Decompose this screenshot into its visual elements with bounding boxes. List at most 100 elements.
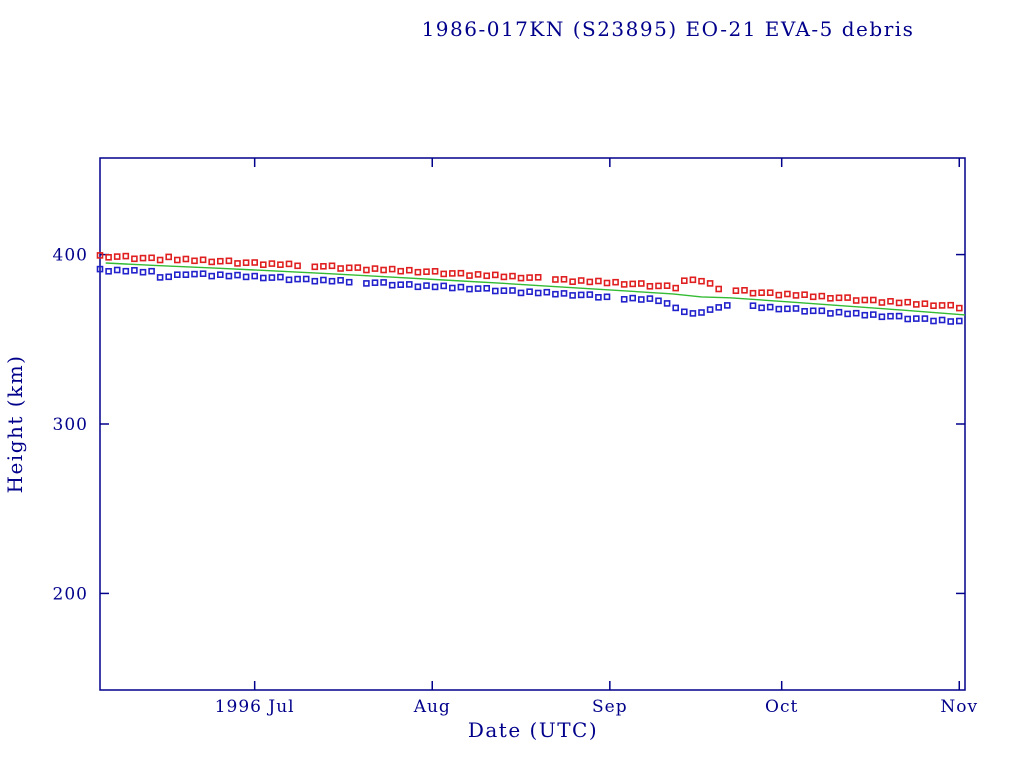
blue-squares-lower-point [474,285,482,292]
blue-squares-lower-point [680,308,688,316]
red-squares-upper-point [165,253,172,261]
red-squares-upper-point [655,282,662,290]
red-squares-upper-point [852,297,860,304]
red-squares-upper-point [706,280,714,287]
red-squares-upper-point [259,261,267,269]
blue-squares-lower-point [345,278,353,286]
blue-squares-lower-point [182,271,190,279]
blue-squares-lower-point [543,288,551,296]
red-squares-upper-point [552,276,559,283]
red-squares-upper-point [466,272,473,279]
chart-title: 1986-017KN (S23895) EO-21 EVA-5 debris [421,17,915,41]
blue-squares-lower-point [663,300,671,307]
red-squares-upper-point [242,259,250,267]
red-squares-upper-point [397,267,405,275]
red-squares-upper-point [955,304,963,312]
red-squares-upper-point [526,274,533,281]
red-squares-upper-point [277,261,284,269]
blue-squares-lower-point [131,266,138,274]
red-squares-upper-point [405,266,413,274]
red-squares-upper-point [191,257,198,265]
red-squares-upper-point [268,260,276,267]
red-squares-upper-point [732,287,740,295]
red-squares-upper-point [784,290,791,298]
blue-squares-lower-point [809,307,817,315]
blue-squares-lower-point [234,271,241,279]
red-squares-upper-point [895,299,903,307]
red-squares-upper-point [680,277,688,285]
red-squares-upper-point [423,268,430,276]
blue-squares-lower-point [414,283,422,291]
red-squares-upper-point [491,271,499,279]
red-squares-upper-point [715,285,723,293]
red-squares-upper-point [148,254,155,262]
red-squares-upper-point [827,294,834,302]
red-squares-upper-point [758,289,765,297]
red-squares-upper-point [440,270,448,278]
red-squares-upper-point [380,266,387,274]
red-squares-upper-point [801,291,808,299]
blue-squares-lower-point [285,276,293,284]
blue-squares-lower-point [431,283,439,291]
blue-squares-lower-point [930,317,937,325]
red-squares-upper-point [234,260,241,267]
blue-squares-lower-point [483,284,491,292]
blue-squares-lower-point [629,294,637,302]
blue-squares-lower-point [156,274,164,281]
blue-squares-lower-point [646,295,654,302]
red-squares-upper-point [174,256,181,264]
red-squares-upper-point [251,259,258,266]
blue-squares-lower-point [302,275,310,283]
blue-squares-lower-point [500,287,508,295]
x-tick-label: 1996 Jul [215,697,295,717]
blue-squares-lower-point [595,293,602,301]
blue-squares-lower-point [534,289,542,297]
x-tick-label: Sep [592,697,628,717]
blue-squares-lower-point [277,273,284,281]
blue-squares-lower-point [139,268,147,276]
red-squares-upper-point [320,262,327,270]
red-squares-upper-point [947,301,955,309]
blue-squares-lower-point [552,290,559,298]
blue-squares-lower-point [113,266,121,274]
blue-squares-lower-point [577,291,585,299]
red-squares-upper-point [835,294,843,302]
x-tick-label: Nov [940,697,978,717]
red-squares-upper-point [869,296,877,304]
red-squares-upper-point [595,277,602,285]
blue-squares-lower-point [174,271,181,279]
blue-squares-lower-point [844,310,851,318]
blue-squares-lower-point [199,270,207,278]
blue-squares-lower-point [749,302,757,310]
blue-squares-lower-point [869,311,877,318]
red-squares-upper-point [861,296,869,304]
blue-squares-lower-point [620,295,628,303]
blue-squares-lower-point [775,305,783,313]
y-axis-label: Height (km) [3,355,27,494]
red-squares-upper-point [208,258,215,266]
red-squares-upper-point [930,302,937,310]
red-squares-upper-point [217,257,224,265]
blue-squares-lower-point [509,287,516,294]
x-tick-label: Aug [413,697,451,717]
red-squares-upper-point [938,302,946,309]
red-squares-upper-point [586,278,594,286]
red-squares-upper-point [878,299,886,306]
y-tick-label: 300 [53,415,88,435]
blue-squares-lower-point [895,312,903,320]
blue-squares-lower-point [861,311,869,319]
blue-squares-lower-point [423,282,430,289]
x-axis-ticks: 1996 Jul Aug Sep Oct Nov [215,158,978,717]
red-squares-upper-point [698,277,705,285]
blue-squares-lower-point [835,308,843,316]
red-squares-upper-point [887,297,894,305]
blue-squares-lower-point [259,274,267,282]
red-squares-upper-point [448,270,456,277]
x-axis-label: Date (UTC) [468,718,598,742]
blue-squares-lower-point [466,285,473,293]
blue-squares-lower-point [766,303,774,311]
red-squares-upper-point [603,279,611,287]
data-series [96,252,966,325]
red-squares-upper-point [509,272,516,280]
